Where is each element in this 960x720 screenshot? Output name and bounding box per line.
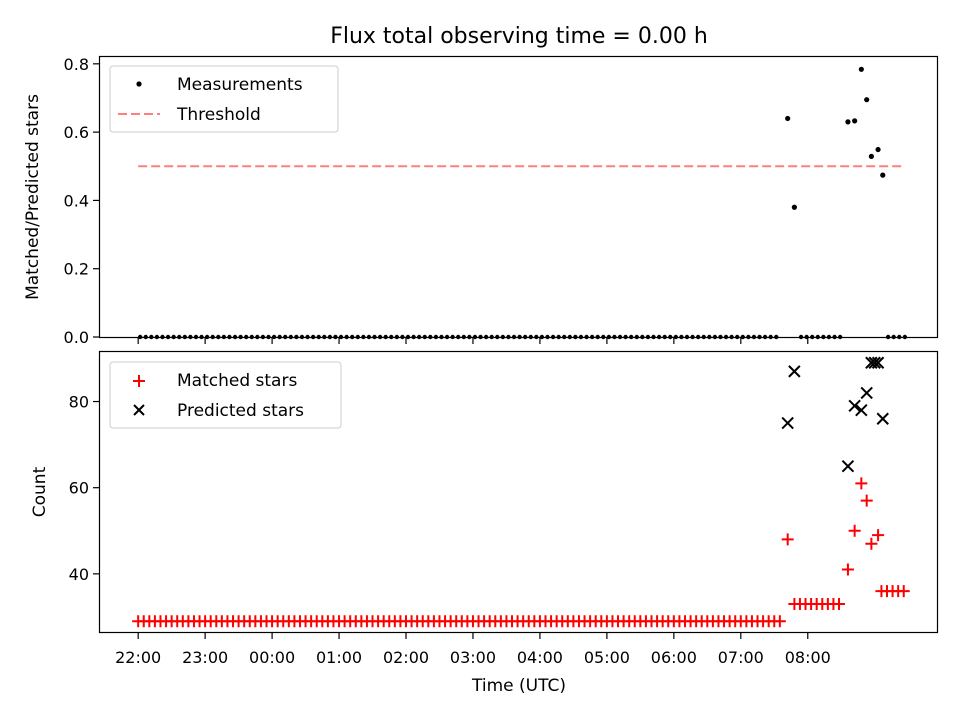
measurement-point: [852, 118, 858, 124]
measurement-point: [845, 119, 851, 125]
matched-star-point: [833, 598, 846, 610]
matched-star-point: [855, 477, 868, 490]
top-legend: Measurements Threshold: [109, 65, 339, 133]
bottom-x-ticks: 22:00 23:00 00:00 01:00 02:00 03:00 04:00 05:00…: [115, 632, 831, 667]
top-x-ticks: [137, 337, 809, 344]
top-y-tick-label: 0.2: [64, 260, 89, 279]
bottom-y-axis-label: Count: [30, 466, 50, 517]
measurement-point: [791, 204, 797, 210]
top-plot: 0.00.20.40.60.8 Matched/Predicted stars …: [23, 55, 939, 347]
x-tick-label: 23:00: [182, 648, 228, 667]
matched-star-point: [865, 537, 878, 550]
top-legend-box: [109, 65, 339, 133]
matched-star-point: [773, 615, 786, 628]
matched-star-point: [781, 533, 794, 546]
x-tick-label: 01:00: [316, 648, 362, 667]
legend-threshold-label: Threshold: [176, 105, 261, 125]
predicted-star-point: [855, 403, 868, 417]
legend-predicted-marker: [133, 404, 145, 416]
matched-star-point: [841, 563, 854, 576]
bottom-y-tick-label: 60: [69, 479, 89, 498]
measurement-point: [864, 97, 870, 103]
x-tick-label: 00:00: [249, 648, 295, 667]
bottom-plot-frame: [98, 350, 939, 634]
matched-star-point: [848, 524, 861, 537]
legend-matched-label: Matched stars: [177, 371, 297, 391]
measurement-point: [875, 146, 881, 153]
x-tick-label: 04:00: [517, 648, 563, 667]
predicted-star-point: [876, 412, 889, 425]
predicted-star-point: [871, 356, 885, 369]
x-tick-label: 07:00: [718, 648, 764, 667]
measurement-point: [858, 66, 864, 72]
top-y-tick-label: 0.0: [64, 328, 89, 347]
matched-star-point: [860, 494, 873, 507]
legend-measurements-label: Measurements: [177, 75, 303, 95]
top-y-ticks: 0.0 0.2 0.4 0.6 0.8: [64, 55, 100, 347]
bottom-legend-box: [109, 361, 342, 429]
top-y-tick-label: 0.8: [64, 55, 89, 74]
predicted-star-point: [788, 365, 801, 378]
top-plot-frame: [98, 55, 939, 339]
bottom-y-tick-label: 80: [69, 393, 89, 412]
bottom-y-ticks: 40 60 80: [69, 393, 100, 584]
x-axis-label: Time (UTC): [471, 676, 566, 696]
predicted-star-point: [868, 356, 881, 369]
x-tick-label: 06:00: [651, 648, 697, 667]
measurement-point: [868, 153, 874, 159]
measurement-point: [785, 115, 791, 122]
measurement-point: [880, 172, 886, 178]
matched-star-point: [872, 529, 885, 542]
chart-title: Flux total observing time = 0.00 h: [330, 24, 708, 49]
top-y-tick-label: 0.6: [64, 123, 89, 142]
legend-measurements-marker: [136, 81, 142, 87]
top-y-tick-label: 0.4: [64, 191, 89, 210]
legend-predicted-label: Predicted stars: [177, 401, 304, 421]
legend-matched-marker: [133, 375, 145, 387]
x-tick-label: 02:00: [383, 648, 429, 667]
bottom-y-tick-label: 40: [69, 565, 89, 584]
x-tick-label: 08:00: [785, 648, 831, 667]
predicted-star-point: [841, 459, 855, 473]
predicted-star-point: [848, 399, 861, 413]
bottom-plot: 40 60 80 22:00 23:00 00:00 01:00 02:00 03:00 04:…: [30, 350, 939, 696]
predicted-star-point: [860, 386, 873, 400]
x-tick-label: 22:00: [115, 648, 161, 667]
matched-star-point: [897, 585, 910, 598]
top-y-axis-label: Matched/Predicted stars: [23, 94, 43, 300]
bottom-legend: Matched stars Predicted stars: [109, 361, 342, 429]
bottom-plot-data: [132, 356, 910, 628]
x-tick-label: 05:00: [584, 648, 630, 667]
predicted-star-point: [781, 416, 794, 430]
x-tick-label: 03:00: [450, 648, 496, 667]
